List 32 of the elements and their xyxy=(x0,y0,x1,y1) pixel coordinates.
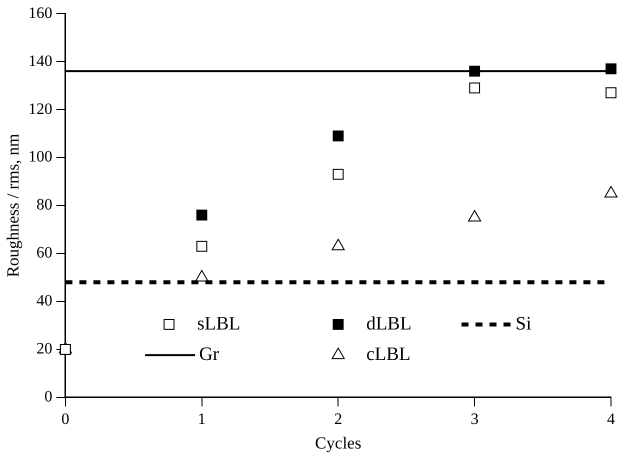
x-tick-label: 1 xyxy=(198,411,206,428)
y-tick-label: 60 xyxy=(36,244,52,262)
point xyxy=(332,238,345,250)
legend-label: sLBL xyxy=(197,313,240,334)
y-axis-title: Roughness / rms, nm xyxy=(4,134,23,278)
legend-label: Si xyxy=(516,313,532,334)
legend-label: cLBL xyxy=(366,344,411,366)
x-tick-label: 4 xyxy=(607,411,615,428)
y-tick-label: 40 xyxy=(36,292,52,310)
point xyxy=(469,66,480,77)
point xyxy=(332,168,344,180)
x-tick-label: 3 xyxy=(470,411,479,428)
legend-label: dLBL xyxy=(366,313,412,334)
y-tick-label: 0 xyxy=(44,388,52,406)
point xyxy=(606,63,616,74)
point xyxy=(195,270,208,282)
y-tick-label: 100 xyxy=(28,148,52,166)
point xyxy=(196,240,208,252)
y-tick-label: 20 xyxy=(36,340,52,358)
point xyxy=(606,87,616,98)
x-tick-label: 2 xyxy=(334,411,342,428)
y-tick-label: 160 xyxy=(28,4,52,22)
point xyxy=(196,210,208,221)
legend-label: Gr xyxy=(199,344,220,366)
y-tick-label: 140 xyxy=(28,52,52,70)
x-tick-label: 0 xyxy=(61,411,70,428)
y-tick-label: 80 xyxy=(36,196,52,214)
point xyxy=(468,210,482,222)
y-tick-label: 120 xyxy=(28,100,52,118)
x-axis-title: Cycles xyxy=(315,433,362,452)
point xyxy=(332,130,344,142)
point xyxy=(604,186,618,198)
